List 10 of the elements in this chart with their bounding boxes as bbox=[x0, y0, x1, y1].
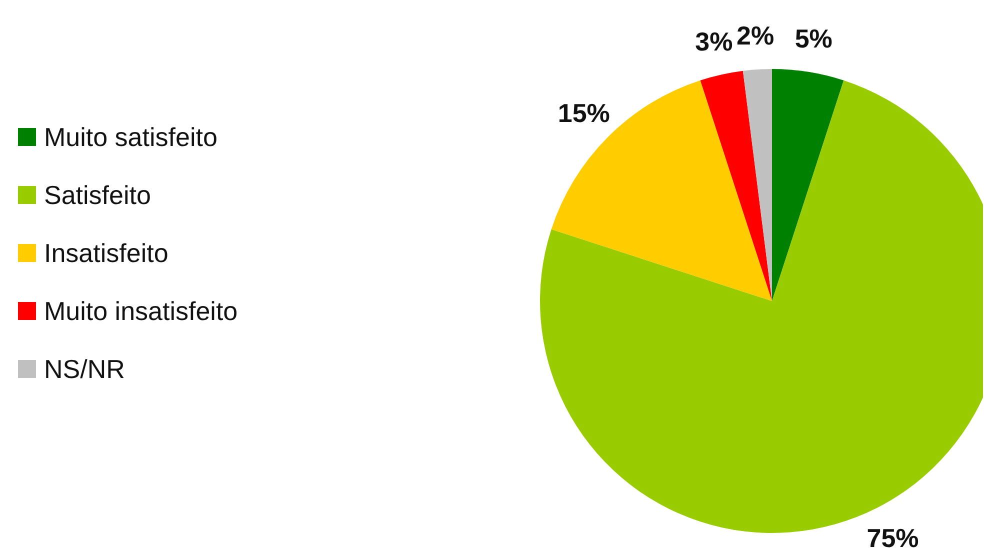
data-label: 5% bbox=[794, 23, 832, 54]
legend-label: NS/NR bbox=[44, 354, 125, 384]
data-label: 75% bbox=[866, 523, 919, 548]
data-label: 15% bbox=[558, 98, 610, 128]
legend-label: Satisfeito bbox=[44, 180, 151, 210]
legend-label: Insatisfeito bbox=[44, 238, 168, 268]
data-label: 2% bbox=[736, 20, 774, 51]
legend-label: Muito insatisfeito bbox=[44, 296, 238, 326]
legend-label: Muito satisfeito bbox=[44, 122, 218, 152]
data-label: 3% bbox=[695, 26, 733, 56]
